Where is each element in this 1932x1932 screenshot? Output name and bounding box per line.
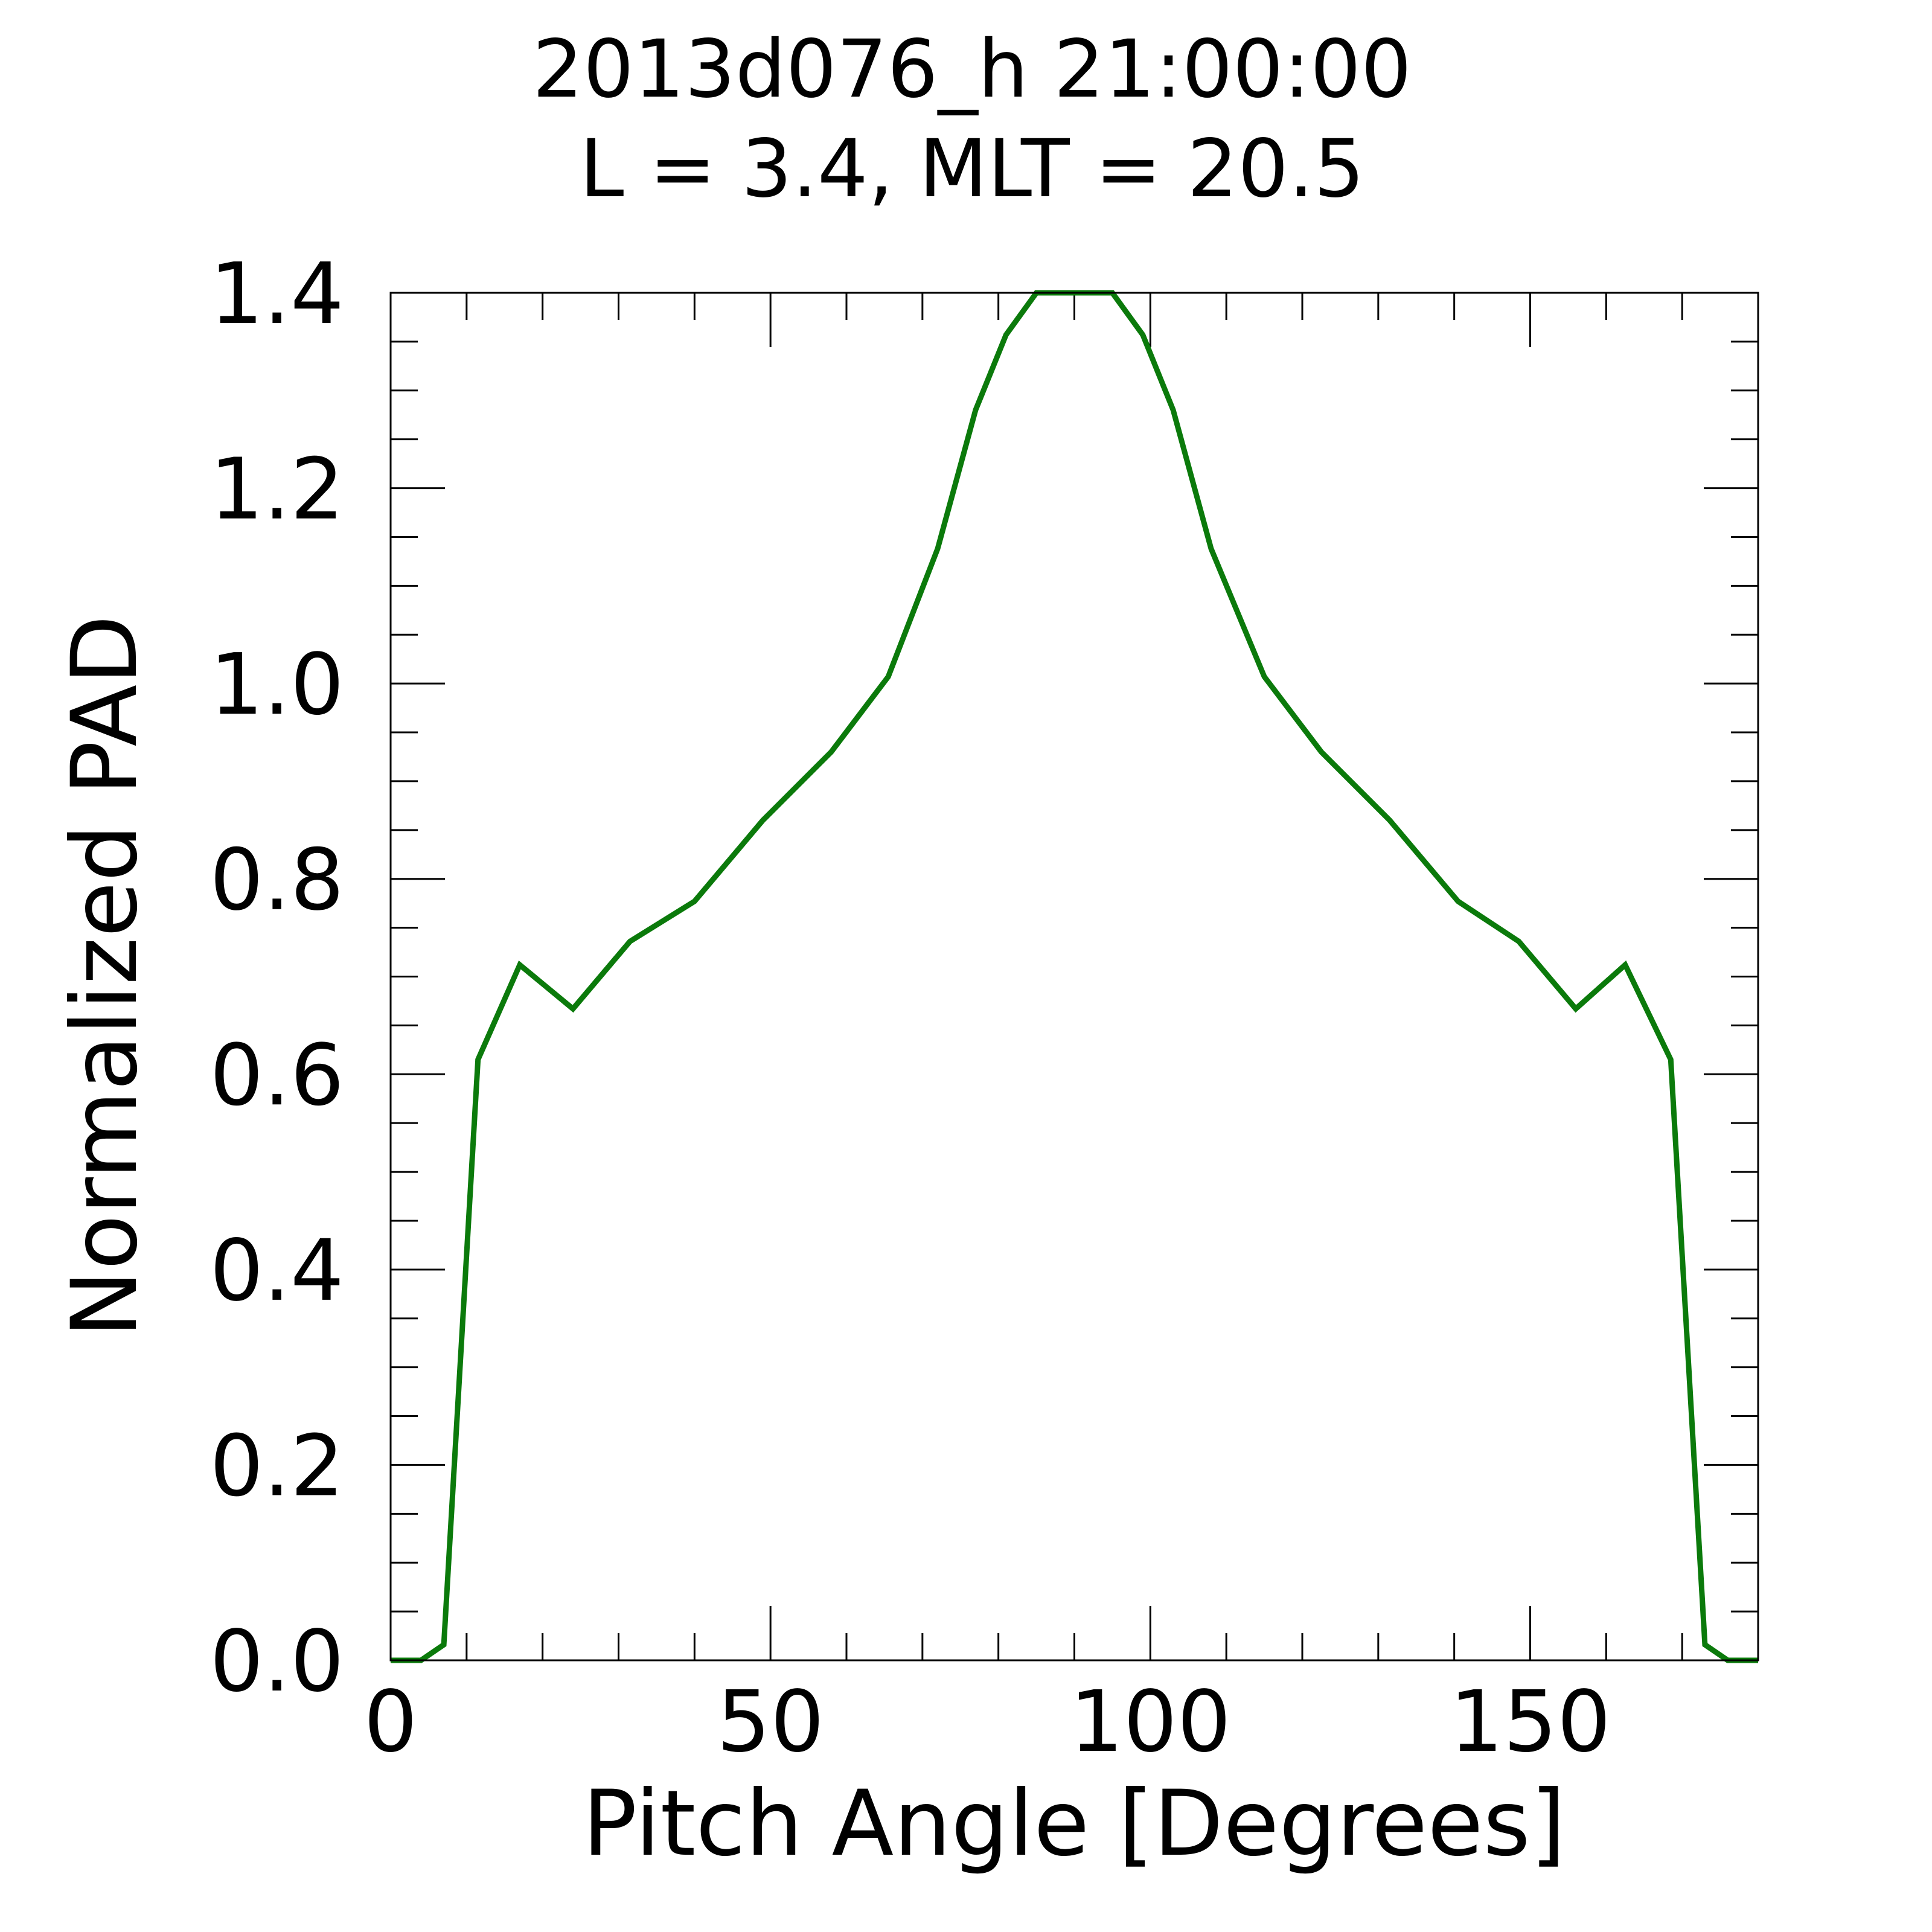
y-tick-label: 1.0 [210, 636, 344, 734]
y-tick-label: 0.2 [210, 1417, 344, 1515]
y-axis-label: Normalized PAD [53, 615, 158, 1337]
y-tick-label: 0.4 [210, 1222, 344, 1320]
x-axis-label: Pitch Angle [Degrees] [583, 1771, 1566, 1876]
x-tick-label: 150 [1450, 1673, 1611, 1771]
chart-title-line-1: 2013d076_h 21:00:00 [533, 23, 1412, 116]
y-tick-label: 1.2 [210, 441, 344, 539]
plot-frame [389, 292, 1759, 1662]
y-tick-label: 0.6 [210, 1026, 344, 1125]
y-tick-label: 0.0 [210, 1613, 344, 1711]
y-tick-label: 1.4 [210, 245, 344, 344]
axis-tick-labels: 0 50 100 150 0.0 0.2 0.4 0.6 0.8 1.0 1.2 1.4 [210, 245, 1611, 1771]
x-tick-label: 50 [717, 1673, 824, 1771]
x-tick-label: 0 [363, 1673, 417, 1771]
x-tick-label: 100 [1070, 1673, 1231, 1771]
y-tick-label: 0.8 [210, 831, 344, 930]
chart-title-line-2: L = 3.4, MLT = 20.5 [580, 123, 1364, 216]
